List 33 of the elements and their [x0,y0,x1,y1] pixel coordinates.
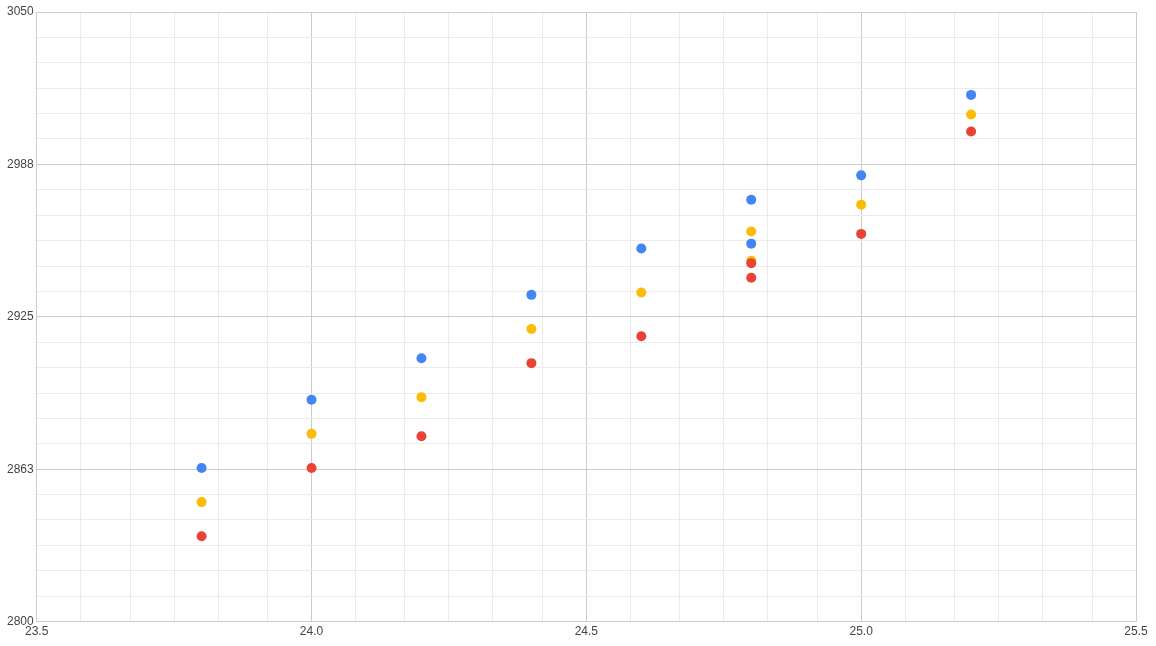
point [856,228,867,239]
point [746,194,757,205]
y-tick-label: 2988 [6,156,35,171]
point [636,243,647,254]
point [636,287,647,298]
point [636,331,647,342]
point [196,531,207,542]
x-tick-label: 25.5 [1124,624,1148,639]
point [856,170,867,181]
point [526,289,537,300]
x-tick-label: 24.5 [574,624,599,639]
y-tick-label: 2925 [6,309,35,324]
point [416,392,427,403]
x-tick-label: 24.0 [299,624,324,639]
x-tick-label: 25.0 [849,624,874,639]
y-tick-label: 2863 [6,461,35,476]
point [746,226,757,237]
point [746,238,757,249]
point [966,109,977,120]
point [306,394,317,405]
point [966,89,977,100]
point [526,358,537,369]
point [746,272,757,283]
point [966,126,977,137]
point [306,428,317,439]
point [196,497,207,508]
point [526,323,537,334]
point [306,462,317,473]
y-tick-label: 3050 [6,4,35,19]
point [416,431,427,442]
point [416,353,427,364]
point [856,199,867,210]
point [196,462,207,473]
